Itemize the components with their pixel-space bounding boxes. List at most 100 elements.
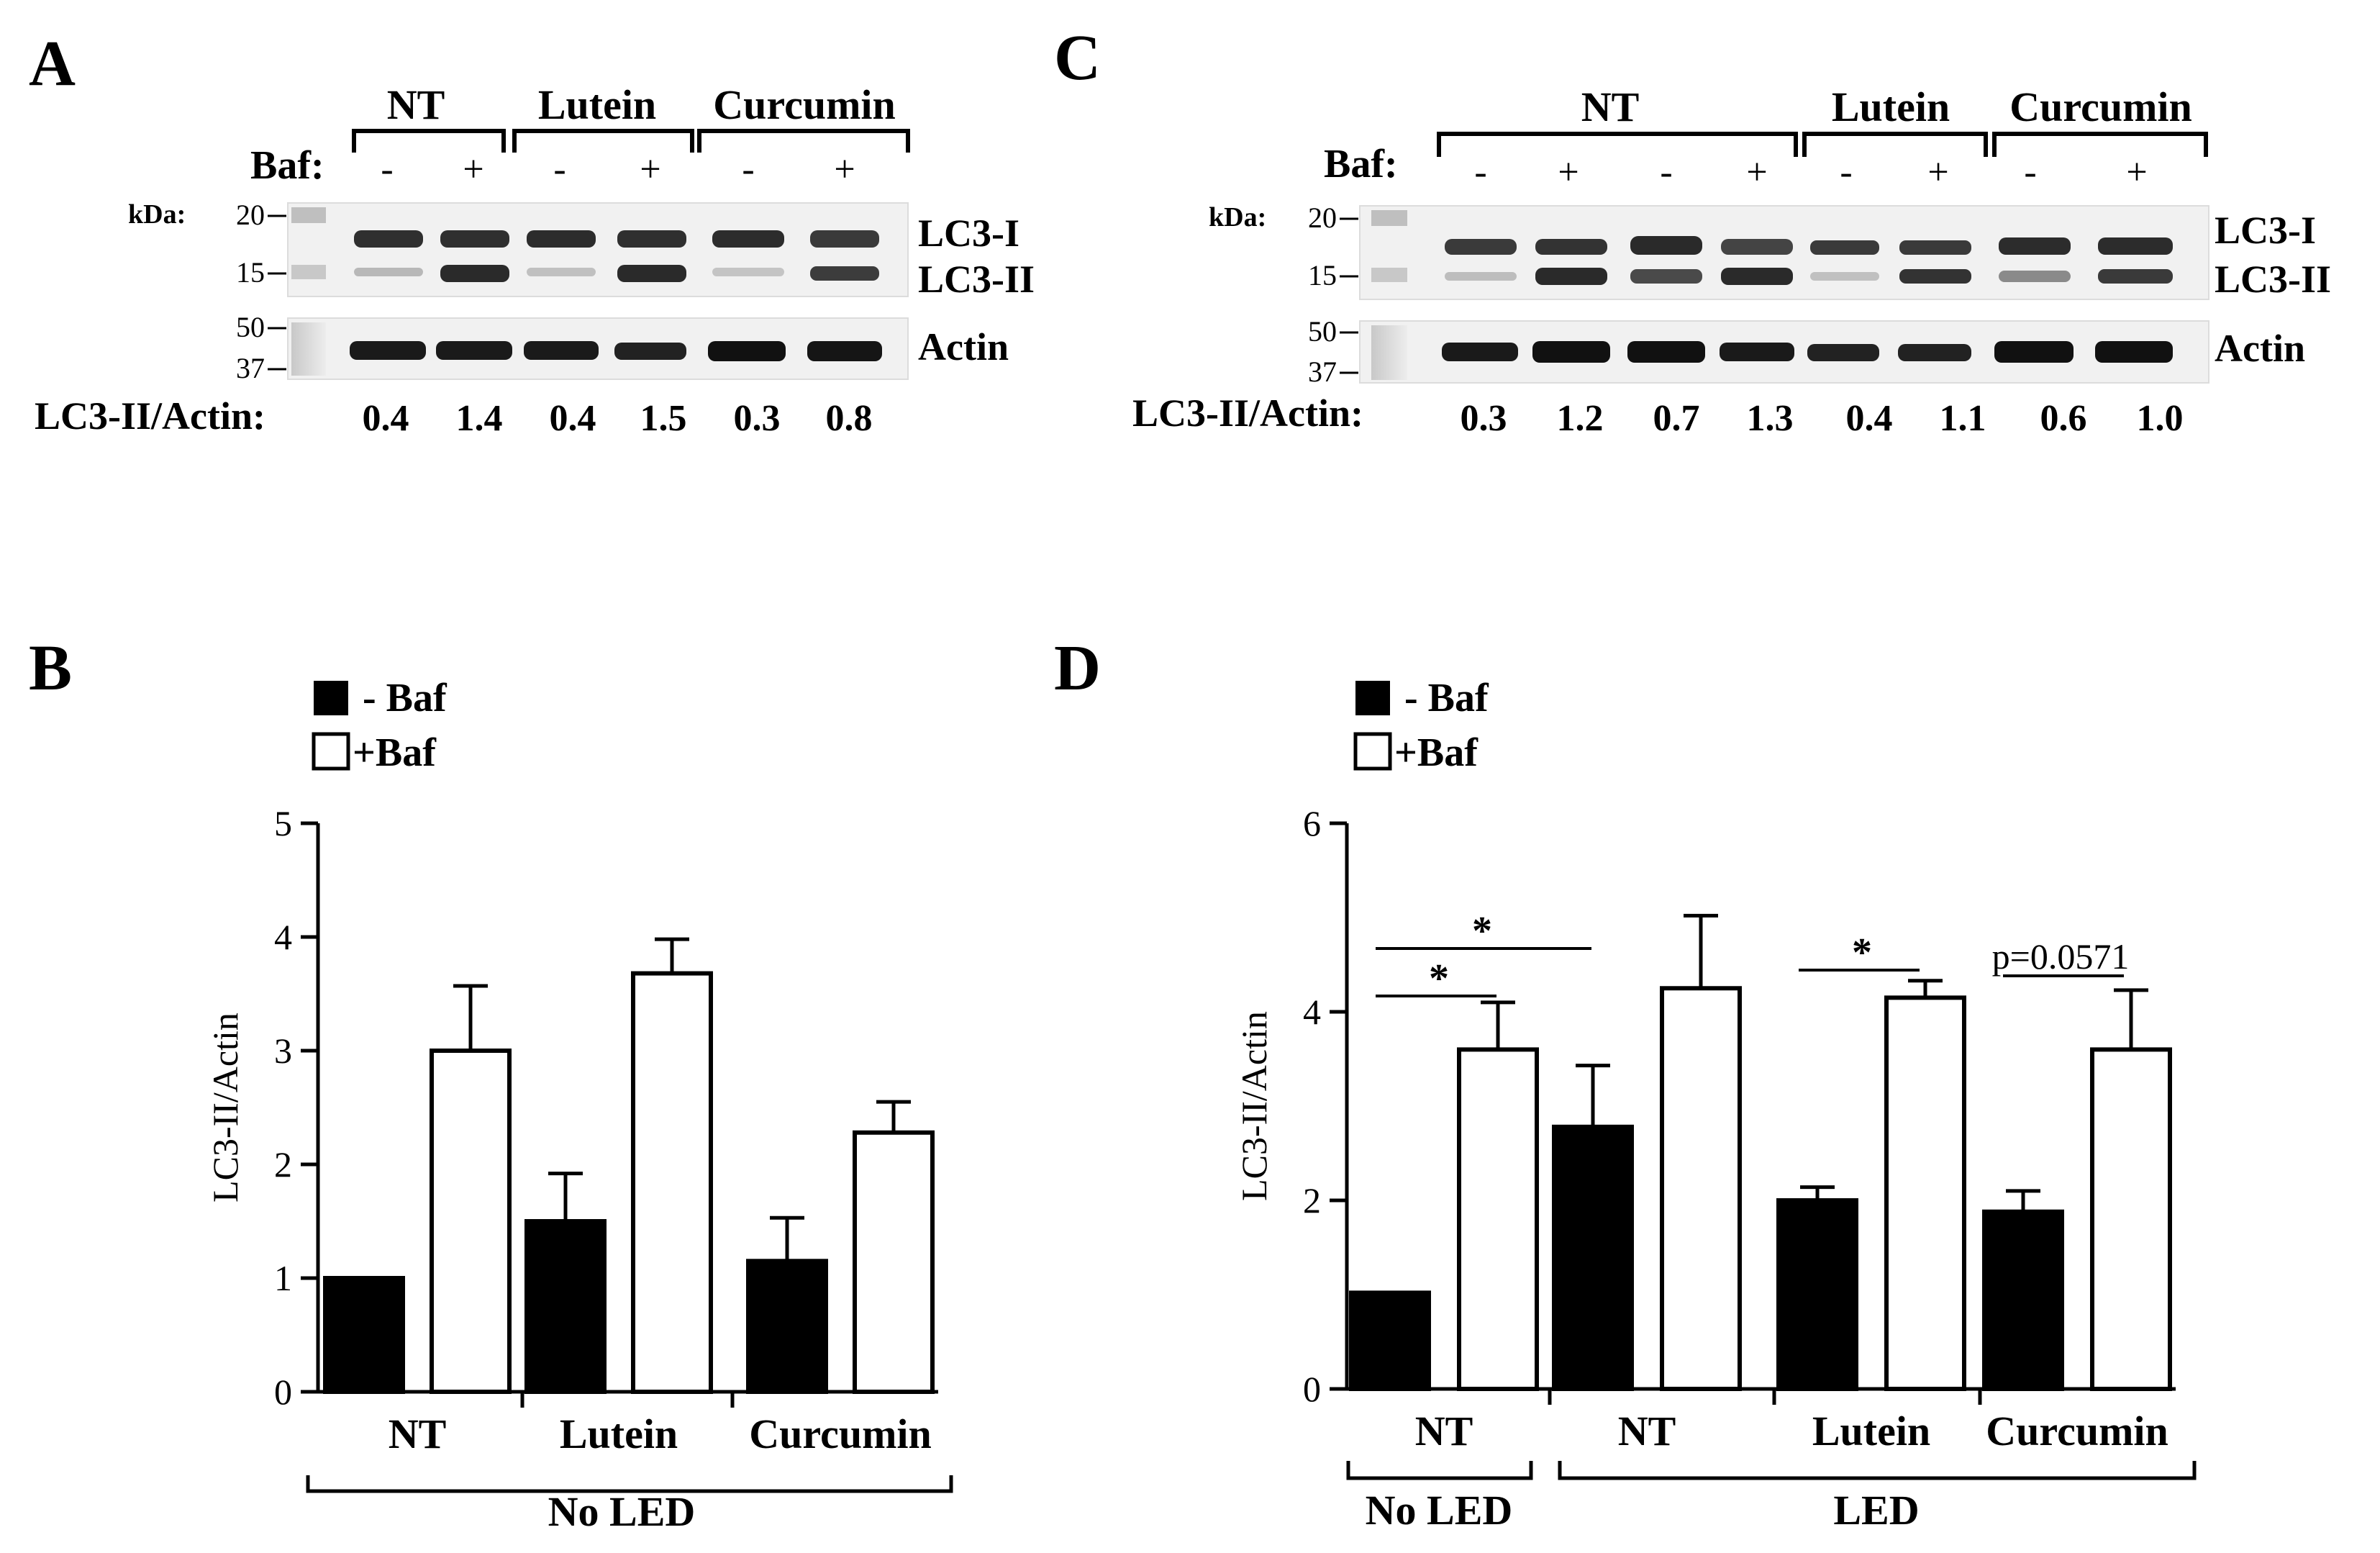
baf-label-a: Baf: [250, 143, 324, 188]
lc3-i-band [1999, 237, 2071, 255]
panel-c-group-brackets [1437, 132, 2208, 157]
bar-minus-baf-0 [1349, 1290, 1431, 1391]
legend-label-minus-baf-d: - Baf [1404, 676, 1489, 720]
y-tick-label: 1 [274, 1258, 292, 1298]
panel-a-group-brackets [352, 129, 910, 153]
y-tick-label: 2 [1303, 1180, 1321, 1221]
actin-band [1442, 343, 1518, 361]
outer-bracket-no-led-d [1346, 1461, 1533, 1480]
ratios-c: 0.3 1.2 0.7 1.3 0.4 1.1 0.6 1.0 [1461, 398, 2184, 439]
legend-swatch-plus-baf-b [312, 732, 350, 771]
bar-chart-b: 0 1 2 3 4 5 LC3-II/Actin NT Lutein Curcumin [205, 803, 938, 1457]
baf-sign: - [381, 149, 393, 190]
blot-actin-a [287, 317, 909, 380]
actin-band [1627, 341, 1705, 363]
group-label-curcumin-a: Curcumin [713, 81, 896, 128]
bar-plus-baf-0 [1457, 1047, 1539, 1392]
y-axis-label: LC3-II/Actin [1234, 1011, 1274, 1201]
band-label-actin-a: Actin [918, 325, 1009, 368]
ratio-value: 0.6 [2040, 398, 2087, 439]
ratio-value: 0.4 [550, 398, 596, 439]
bracket-lutein-a [512, 129, 694, 153]
lc3-ii-band [1721, 268, 1793, 285]
lc3-i-band [712, 230, 784, 248]
ladder-band [1371, 268, 1407, 282]
legend-swatch-plus-baf-d [1353, 732, 1392, 771]
bar-plus-baf-3 [2090, 1047, 2172, 1392]
ratio-value: 1.5 [640, 398, 687, 439]
baf-signs-a: - + - + - + [381, 149, 855, 190]
marker-15-a: 15 [236, 256, 265, 289]
blot-lc3-c [1359, 205, 2209, 300]
group-label-lutein-a: Lutein [538, 81, 656, 128]
bracket-curcumin-c [1992, 132, 2208, 157]
baf-sign: - [2024, 152, 2036, 193]
outer-label-no-led-d: No LED [1366, 1487, 1513, 1534]
ladder-band [291, 207, 326, 223]
lc3-ii-band [1535, 268, 1607, 285]
x-category-label: Lutein [1812, 1408, 1930, 1454]
ratio-value: 0.7 [1653, 398, 1700, 439]
ratio-label-c: LC3-II/Actin: [1132, 391, 1363, 435]
x-category-label: Lutein [560, 1411, 678, 1457]
baf-sign: + [1927, 152, 1948, 193]
blot-actin-c [1359, 320, 2209, 384]
panel-d: D - Baf +Baf 0 2 4 6 LC3-II/Actin NT NT Lutein C… [1054, 633, 2197, 1534]
ladder-band [1371, 325, 1407, 380]
ladder-band [291, 322, 326, 376]
lc3-ii-band [1810, 272, 1879, 281]
sig-star-1: * [1429, 956, 1449, 1001]
baf-signs-c: - + - + - + - + [1474, 152, 2147, 193]
y-tick-label: 5 [274, 803, 292, 843]
ratio-value: 1.0 [2137, 398, 2184, 439]
ratio-value: 1.1 [1940, 398, 1986, 439]
baf-sign: - [1840, 152, 1852, 193]
lc3-ii-band [810, 266, 879, 281]
x-category-label: NT [1618, 1408, 1676, 1454]
lc3-i-band [617, 230, 686, 248]
ratio-value: 0.8 [826, 398, 873, 439]
group-label-lutein-c: Lutein [1832, 83, 1950, 130]
actin-band [350, 341, 426, 360]
ratio-label-a: LC3-II/Actin: [35, 394, 265, 438]
panel-b-label: B [29, 633, 72, 704]
lc3-i-band [1535, 239, 1607, 255]
pvalue-label: p=0.0571 [1992, 936, 2130, 977]
x-category-label: Curcumin [1986, 1408, 2168, 1454]
lc3-ii-band [1630, 269, 1702, 284]
x-category-label: NT [1415, 1408, 1473, 1454]
sig-star-3: * [1852, 931, 1872, 975]
marker-20-c: 20 [1308, 202, 1337, 234]
legend-label-plus-baf-d: +Baf [1394, 730, 1479, 775]
outer-bracket-led-d [1558, 1461, 2197, 1480]
actin-band [2095, 341, 2173, 363]
group-label-curcumin-c: Curcumin [2009, 83, 2192, 130]
ratio-value: 0.3 [734, 398, 781, 439]
baf-sign: + [1746, 152, 1767, 193]
lc3-ii-band [1899, 269, 1971, 284]
legend-swatch-minus-baf-d [1355, 681, 1390, 715]
ratio-value: 1.3 [1747, 398, 1794, 439]
lc3-ii-band [354, 268, 423, 276]
outer-label-no-led-b: No LED [548, 1488, 696, 1535]
bar-minus-baf-0 [323, 1276, 405, 1394]
panel-a-label: A [29, 28, 76, 99]
actin-band [708, 341, 786, 361]
legend-label-plus-baf-b: +Baf [353, 730, 437, 775]
marker-ticks-a [268, 214, 286, 371]
actin-band [1994, 341, 2074, 363]
y-tick-label: 2 [274, 1144, 292, 1185]
ratio-value: 1.2 [1557, 398, 1604, 439]
y-tick-label: 4 [274, 917, 292, 957]
baf-sign: - [742, 149, 754, 190]
lc3-i-band [1810, 240, 1879, 255]
bar-plus-baf-1 [1660, 986, 1742, 1391]
baf-sign: - [1660, 152, 1672, 193]
significance-annotations-d: * * * p=0.0571 [1376, 909, 2129, 1001]
baf-sign: + [1558, 152, 1579, 193]
bar-minus-baf-1 [524, 1219, 607, 1394]
actin-band [1720, 343, 1794, 361]
marker-37-c: 37 [1308, 356, 1337, 388]
baf-sign: - [553, 149, 566, 190]
